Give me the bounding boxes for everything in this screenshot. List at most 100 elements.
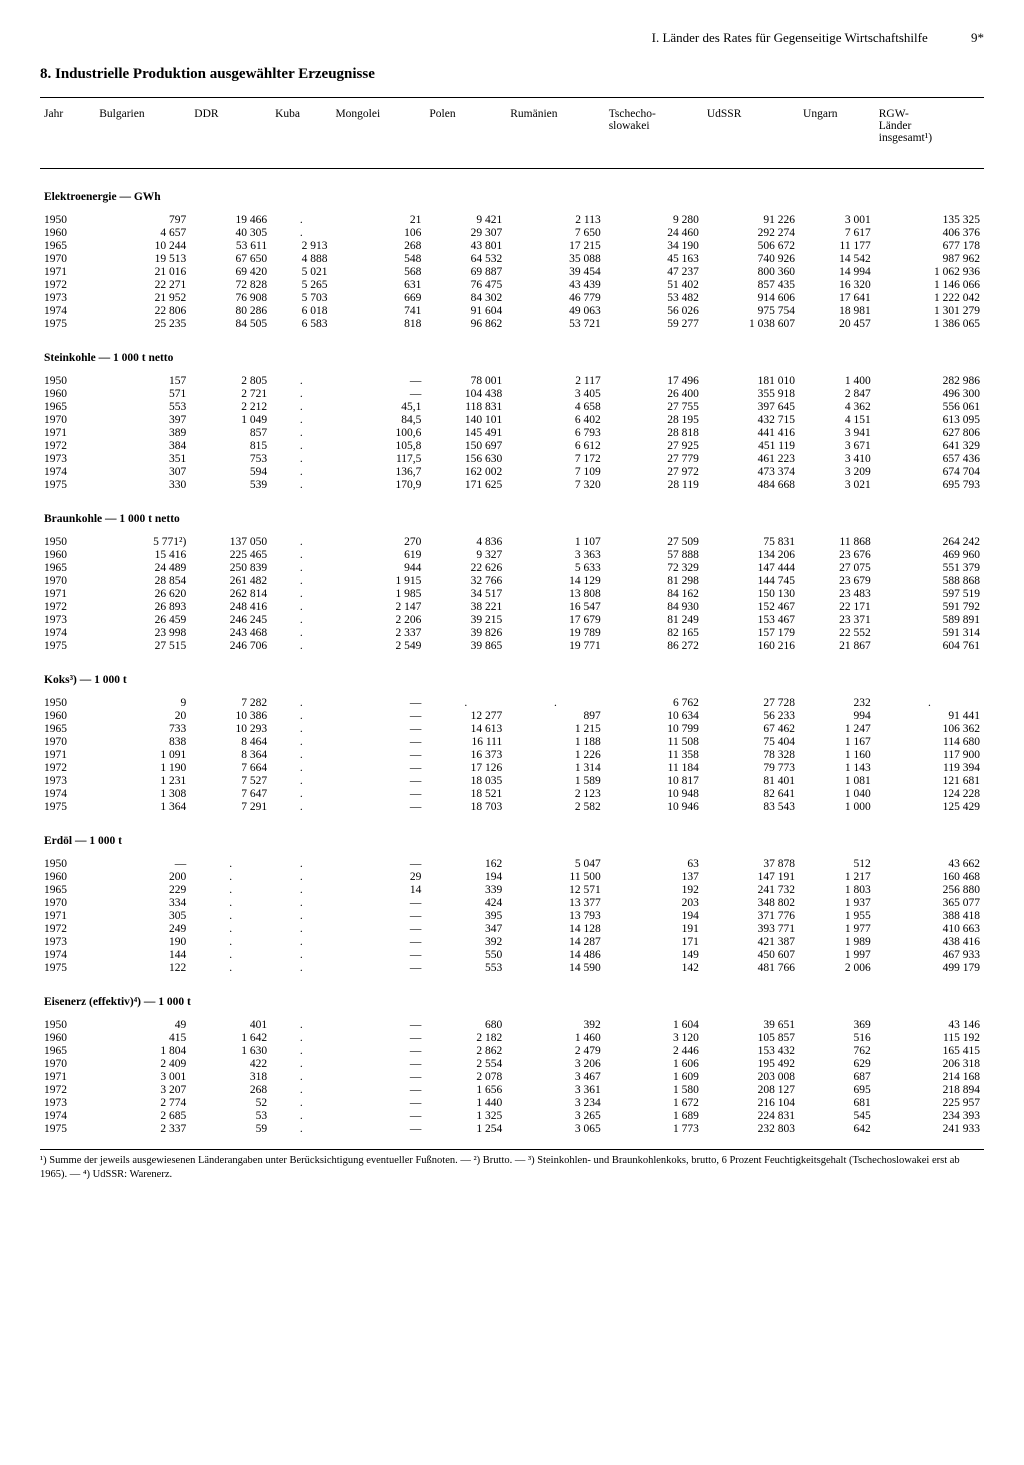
table-cell: 208 127 bbox=[703, 1083, 799, 1096]
table-cell: 91 441 bbox=[875, 709, 984, 722]
table-cell: 1975 bbox=[40, 1122, 95, 1135]
table-cell: 797 bbox=[95, 213, 190, 226]
table-cell: 27 925 bbox=[605, 439, 703, 452]
table-cell: 3 001 bbox=[799, 213, 875, 226]
table-cell: 1 217 bbox=[799, 870, 875, 883]
table-cell: 214 168 bbox=[875, 1070, 984, 1083]
table-cell: . bbox=[271, 452, 331, 465]
table-row: 197222 27172 8285 26563176 47543 43951 4… bbox=[40, 278, 984, 291]
table-cell: 2 582 bbox=[506, 800, 604, 813]
table-cell: 371 776 bbox=[703, 909, 799, 922]
table-cell: 78 001 bbox=[425, 374, 506, 387]
table-cell: 1 989 bbox=[799, 935, 875, 948]
table-cell: — bbox=[331, 1057, 425, 1070]
table-cell: 14 613 bbox=[425, 722, 506, 735]
table-cell: 232 bbox=[799, 696, 875, 709]
table-cell: 4 362 bbox=[799, 400, 875, 413]
table-cell: 91 226 bbox=[703, 213, 799, 226]
table-cell: 2 147 bbox=[331, 600, 425, 613]
table-cell: 76 475 bbox=[425, 278, 506, 291]
table-cell: — bbox=[331, 896, 425, 909]
table-cell: 43 662 bbox=[875, 857, 984, 870]
table-cell: . bbox=[271, 400, 331, 413]
table-cell: 8 464 bbox=[190, 735, 271, 748]
table-cell: 39 651 bbox=[703, 1018, 799, 1031]
table-cell: 473 374 bbox=[703, 465, 799, 478]
table-cell: 59 277 bbox=[605, 317, 703, 330]
table-cell: 22 271 bbox=[95, 278, 190, 291]
table-cell: 1 146 066 bbox=[875, 278, 984, 291]
section-title: Braunkohle — 1 000 t netto bbox=[40, 491, 984, 535]
table-cell: 1 606 bbox=[605, 1057, 703, 1070]
table-cell: 14 994 bbox=[799, 265, 875, 278]
page-header: I. Länder des Rates für Gegenseitige Wir… bbox=[40, 30, 984, 46]
table-cell: 144 bbox=[95, 948, 190, 961]
table-cell: 591 314 bbox=[875, 626, 984, 639]
table-cell: 11 868 bbox=[799, 535, 875, 548]
table-cell: 424 bbox=[425, 896, 506, 909]
table-cell: 674 704 bbox=[875, 465, 984, 478]
table-cell: 32 766 bbox=[425, 574, 506, 587]
table-cell: 1971 bbox=[40, 426, 95, 439]
table-cell: 641 329 bbox=[875, 439, 984, 452]
table-cell: 1 049 bbox=[190, 413, 271, 426]
table-cell: 1970 bbox=[40, 735, 95, 748]
table-cell: 389 bbox=[95, 426, 190, 439]
table-cell: 124 228 bbox=[875, 787, 984, 800]
table-cell: 741 bbox=[331, 304, 425, 317]
table-cell: 1960 bbox=[40, 548, 95, 561]
table-row: 196524 489250 839.94422 6265 63372 32914… bbox=[40, 561, 984, 574]
table-cell: 13 808 bbox=[506, 587, 604, 600]
chapter-label: I. Länder des Rates für Gegenseitige Wir… bbox=[652, 30, 928, 45]
table-cell: . bbox=[271, 1031, 331, 1044]
table-cell: . bbox=[190, 857, 271, 870]
column-header: RGW-Länderinsgesamt¹) bbox=[875, 98, 984, 169]
table-cell: 156 630 bbox=[425, 452, 506, 465]
table-cell: 13 377 bbox=[506, 896, 604, 909]
table-cell: 669 bbox=[331, 291, 425, 304]
table-cell: 6 402 bbox=[506, 413, 604, 426]
table-cell: 56 026 bbox=[605, 304, 703, 317]
table-row: 19723 207268.—1 6563 3611 580208 1276952… bbox=[40, 1083, 984, 1096]
table-cell: 496 300 bbox=[875, 387, 984, 400]
column-header: Ungarn bbox=[799, 98, 875, 169]
table-cell: 1 400 bbox=[799, 374, 875, 387]
table-cell: 194 bbox=[605, 909, 703, 922]
table-cell: 51 402 bbox=[605, 278, 703, 291]
table-cell: 9 bbox=[95, 696, 190, 709]
table-cell: 20 bbox=[95, 709, 190, 722]
table-cell: 23 998 bbox=[95, 626, 190, 639]
table-cell: 392 bbox=[425, 935, 506, 948]
table-cell: 1965 bbox=[40, 561, 95, 574]
table-cell: 53 482 bbox=[605, 291, 703, 304]
table-row: 195049401.—6803921 60439 65136943 146 bbox=[40, 1018, 984, 1031]
table-cell: . bbox=[190, 870, 271, 883]
table-cell: 39 215 bbox=[425, 613, 506, 626]
table-cell: 200 bbox=[95, 870, 190, 883]
table-cell: 1960 bbox=[40, 1031, 95, 1044]
table-cell: 415 bbox=[95, 1031, 190, 1044]
table-row: 19501572 805.—78 0012 11717 496181 0101 … bbox=[40, 374, 984, 387]
table-cell: 81 298 bbox=[605, 574, 703, 587]
table-cell: 2 123 bbox=[506, 787, 604, 800]
table-cell: 64 532 bbox=[425, 252, 506, 265]
table-cell: 118 831 bbox=[425, 400, 506, 413]
table-cell: 1965 bbox=[40, 239, 95, 252]
table-cell: 145 491 bbox=[425, 426, 506, 439]
table-cell: 3 361 bbox=[506, 1083, 604, 1096]
table-cell: — bbox=[95, 857, 190, 870]
table-row: 1973190..—39214 287171421 3871 989438 41… bbox=[40, 935, 984, 948]
table-cell: 1 773 bbox=[605, 1122, 703, 1135]
table-cell: . bbox=[190, 961, 271, 974]
table-cell: 5 047 bbox=[506, 857, 604, 870]
table-cell: . bbox=[271, 465, 331, 478]
table-row: 19713 001318.—2 0783 4671 609203 0086872… bbox=[40, 1070, 984, 1083]
table-cell: 944 bbox=[331, 561, 425, 574]
table-cell: 23 676 bbox=[799, 548, 875, 561]
table-row: 19721 1907 664.—17 1261 31411 18479 7731… bbox=[40, 761, 984, 774]
table-cell: 1 254 bbox=[425, 1122, 506, 1135]
table-cell: 7 650 bbox=[506, 226, 604, 239]
table-cell: 75 404 bbox=[703, 735, 799, 748]
table-cell: 105 857 bbox=[703, 1031, 799, 1044]
table-cell: 1970 bbox=[40, 896, 95, 909]
